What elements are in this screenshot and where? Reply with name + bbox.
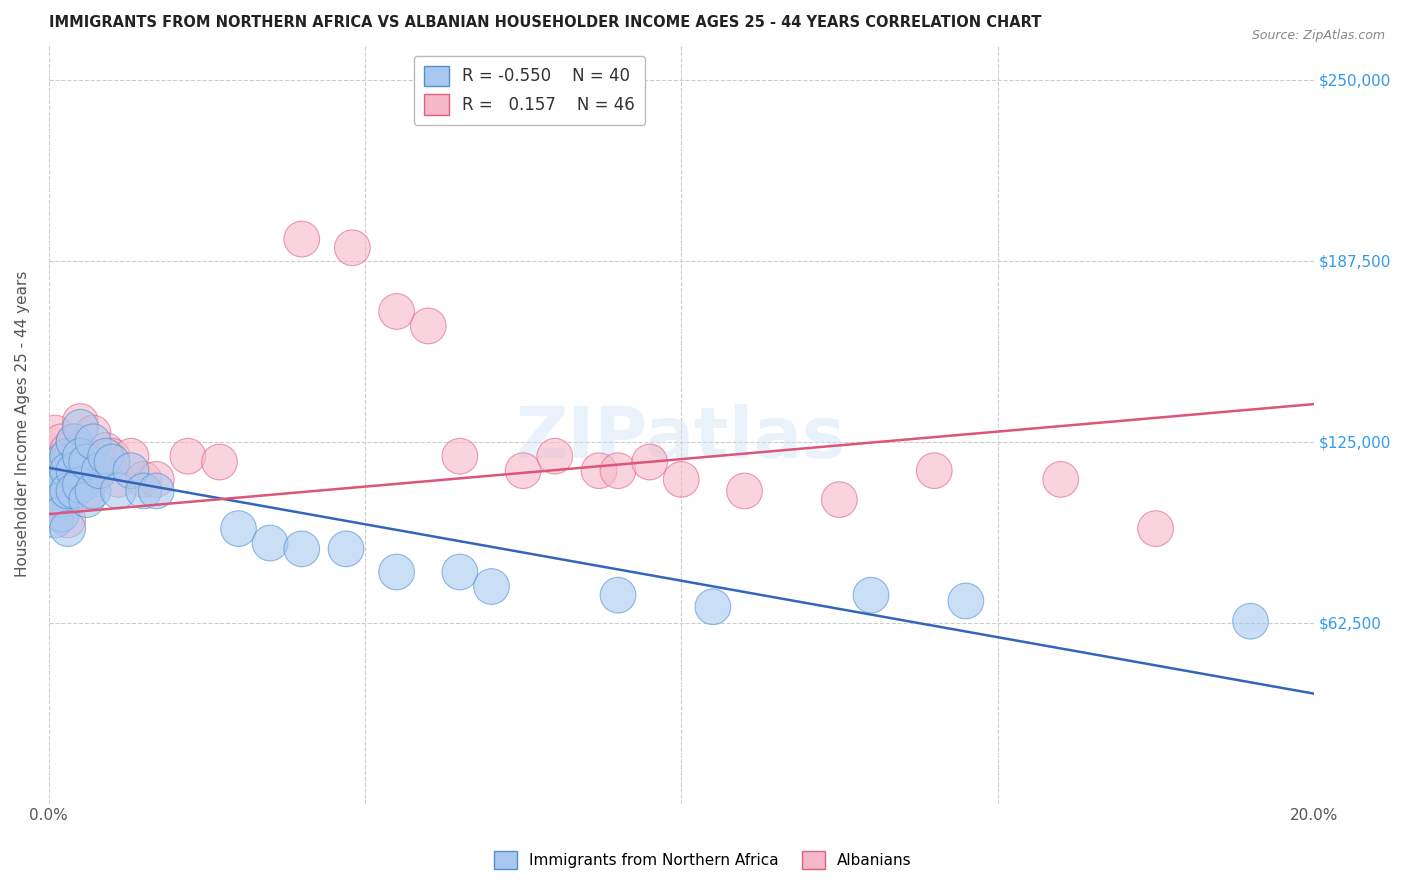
Point [94, 443, 117, 458]
Point [63, 483, 86, 498]
Point [44, 425, 66, 440]
Y-axis label: Householder Income Ages 25 - 44 years: Householder Income Ages 25 - 44 years [15, 270, 30, 577]
Point [449, 449, 471, 463]
Point [76, 449, 98, 463]
Point [177, 449, 200, 463]
Text: IMMIGRANTS FROM NORTHERN AFRICA VS ALBANIAN HOUSEHOLDER INCOME AGES 25 - 44 YEAR: IMMIGRANTS FROM NORTHERN AFRICA VS ALBAN… [49, 15, 1040, 30]
Point [291, 232, 314, 246]
Point [955, 594, 977, 608]
Point [734, 483, 756, 498]
Point [107, 483, 129, 498]
Point [449, 565, 471, 579]
Point [51, 434, 73, 449]
Point [69, 443, 91, 458]
Point [607, 588, 630, 602]
Point [588, 464, 610, 478]
Point [512, 464, 534, 478]
Point [922, 464, 945, 478]
Point [671, 472, 693, 486]
Point [638, 455, 661, 469]
Point [56, 449, 79, 463]
Point [51, 455, 73, 469]
Point [63, 464, 86, 478]
Point [51, 507, 73, 521]
Point [291, 541, 314, 556]
Point [76, 483, 98, 498]
Point [44, 492, 66, 507]
Point [1239, 614, 1261, 628]
Point [51, 499, 73, 513]
Point [69, 478, 91, 492]
Point [132, 483, 155, 498]
Text: Source: ZipAtlas.com: Source: ZipAtlas.com [1251, 29, 1385, 42]
Point [63, 455, 86, 469]
Point [56, 464, 79, 478]
Point [228, 522, 250, 536]
Point [1049, 472, 1071, 486]
Point [56, 472, 79, 486]
Point [51, 478, 73, 492]
Point [481, 579, 503, 593]
Text: ZIPatlas: ZIPatlas [516, 404, 846, 474]
Point [63, 434, 86, 449]
Point [69, 420, 91, 434]
Point [132, 472, 155, 486]
Point [544, 449, 567, 463]
Point [82, 425, 104, 440]
Point [859, 588, 882, 602]
Point [702, 599, 724, 614]
Point [120, 464, 142, 478]
Point [69, 415, 91, 429]
Point [56, 443, 79, 458]
Point [51, 492, 73, 507]
Point [76, 492, 98, 507]
Point [101, 455, 124, 469]
Legend: Immigrants from Northern Africa, Albanians: Immigrants from Northern Africa, Albania… [488, 845, 918, 875]
Point [82, 472, 104, 486]
Point [107, 472, 129, 486]
Point [418, 318, 440, 333]
Point [76, 455, 98, 469]
Point [56, 522, 79, 536]
Point [342, 241, 364, 255]
Point [82, 434, 104, 449]
Point [208, 455, 231, 469]
Point [63, 478, 86, 492]
Point [385, 304, 408, 318]
Point [259, 536, 281, 550]
Point [385, 565, 408, 579]
Point [51, 478, 73, 492]
Point [56, 513, 79, 527]
Point [51, 455, 73, 469]
Point [94, 449, 117, 463]
Point [44, 455, 66, 469]
Point [56, 455, 79, 469]
Point [607, 464, 630, 478]
Legend: R = -0.550    N = 40, R =   0.157    N = 46: R = -0.550 N = 40, R = 0.157 N = 46 [413, 56, 645, 125]
Point [145, 483, 167, 498]
Point [89, 455, 111, 469]
Point [44, 513, 66, 527]
Point [1144, 522, 1167, 536]
Point [89, 464, 111, 478]
Point [63, 434, 86, 449]
Point [828, 492, 851, 507]
Point [69, 449, 91, 463]
Point [82, 483, 104, 498]
Point [44, 464, 66, 478]
Point [44, 483, 66, 498]
Point [101, 449, 124, 463]
Point [120, 449, 142, 463]
Point [335, 541, 357, 556]
Point [56, 483, 79, 498]
Point [69, 472, 91, 486]
Point [145, 472, 167, 486]
